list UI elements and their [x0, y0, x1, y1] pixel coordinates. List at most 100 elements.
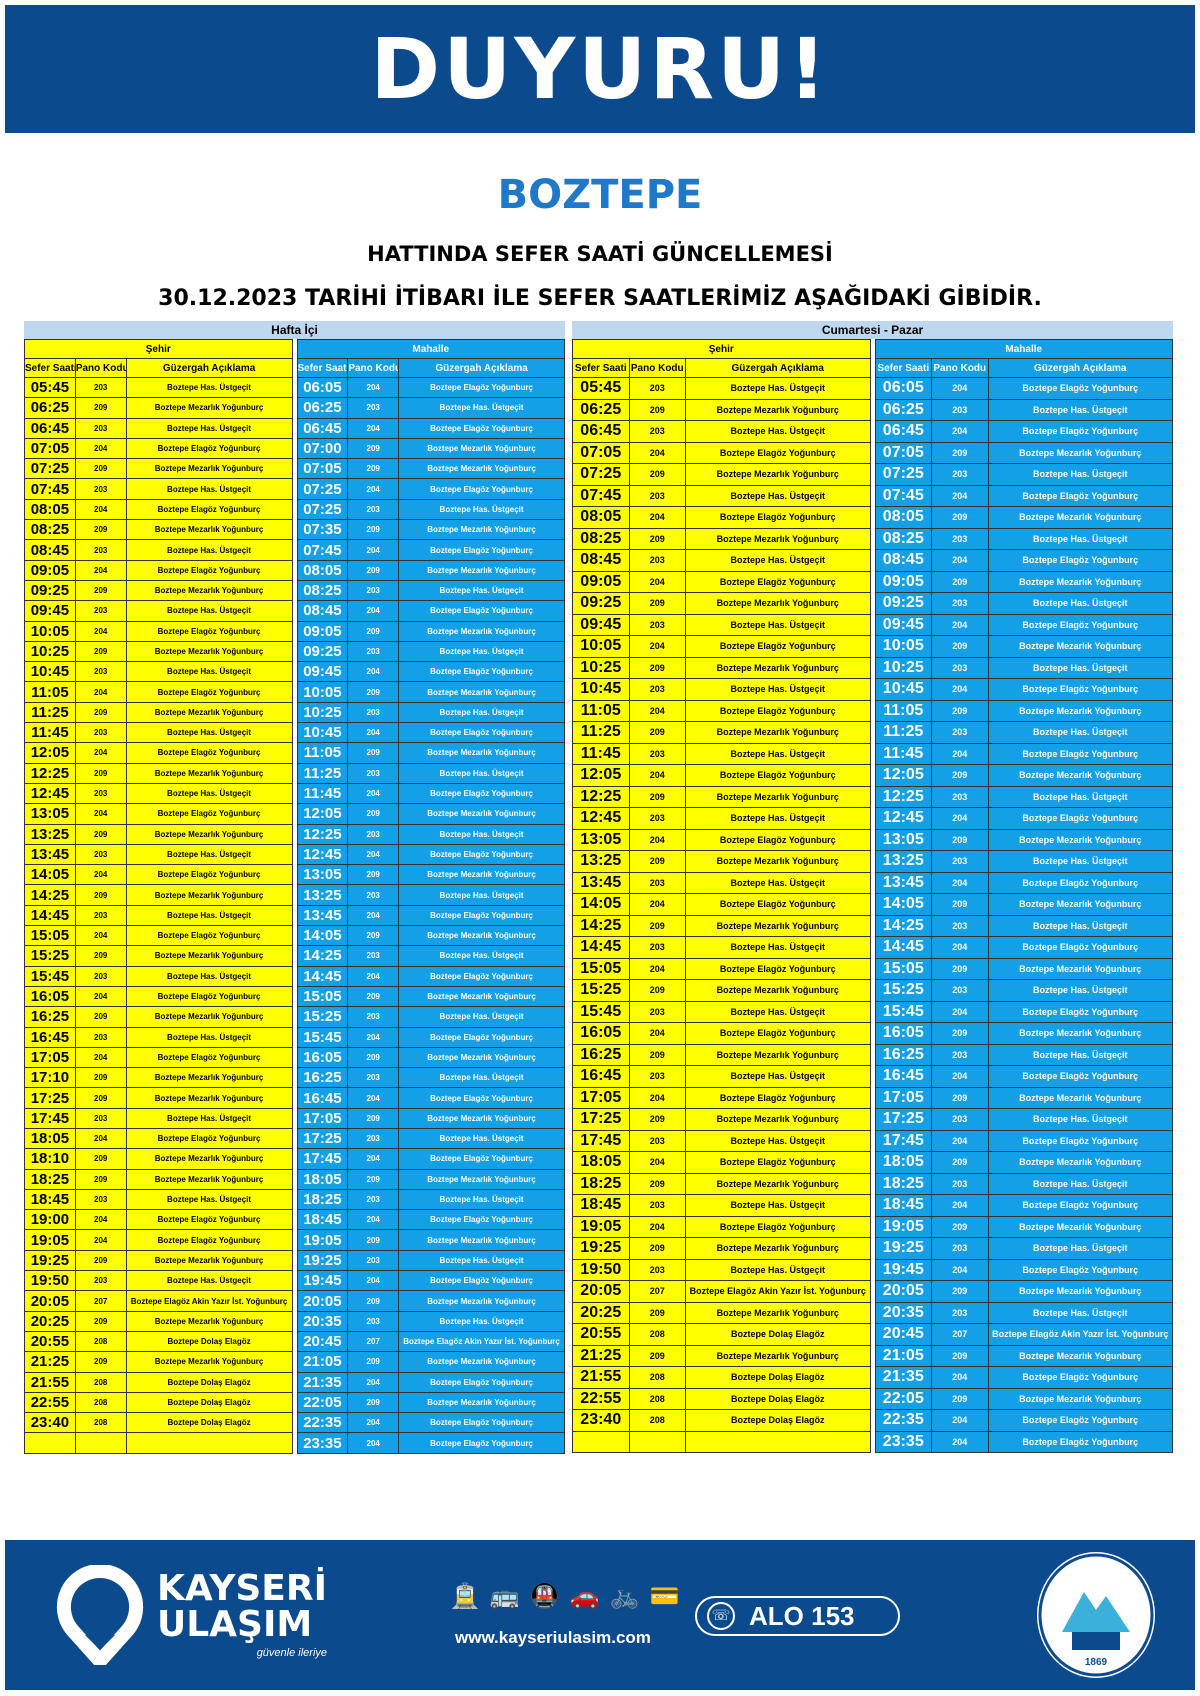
route-code: 209: [74, 397, 127, 419]
route-description: Boztepe Has. Üstgeçit: [685, 1129, 871, 1152]
route-description: Boztepe Elagöz Yoğunburç: [125, 498, 293, 521]
website-link[interactable]: www.kayseriulasim.com: [455, 1628, 651, 1647]
route-code: 203: [628, 1065, 687, 1088]
route-description: Boztepe Has. Üstgeçit: [685, 549, 871, 572]
sehir-header: Şehir: [24, 339, 293, 359]
route-description: Boztepe Mezarlık Yoğunburç: [125, 458, 293, 480]
schedule-row: 17:25 209 Boztepe Mezarlık Yoğunburç: [572, 1108, 871, 1131]
route-code: 203: [347, 640, 400, 663]
departure-time: 13:25: [874, 850, 933, 873]
route-code: 204: [74, 1127, 127, 1150]
departure-time: 09:25: [296, 640, 349, 663]
schedule-row: 11:45 203 Boztepe Has. Üstgeçit: [572, 742, 871, 765]
route-code: 207: [628, 1280, 687, 1303]
route-code: 208: [628, 1409, 687, 1432]
departure-time: 20:45: [296, 1330, 349, 1353]
route-description: Boztepe Has. Üstgeçit: [987, 463, 1174, 486]
schedule-row: 16:25 203 Boztepe Has. Üstgeçit: [296, 1067, 565, 1089]
route-description: Boztepe Elagöz Yoğunburç: [685, 635, 871, 658]
departure-time: 18:05: [874, 1151, 933, 1174]
schedule-row: 12:05 209 Boztepe Mezarlık Yoğunburç: [296, 803, 565, 825]
column-header: Pano Kodu: [74, 358, 127, 378]
route-description: Boztepe Has. Üstgeçit: [987, 656, 1174, 679]
route-description: Boztepe Mezarlık Yoğunburç: [398, 620, 565, 642]
schedule-row: 16:25 209 Boztepe Mezarlık Yoğunburç: [572, 1043, 871, 1066]
sehir-section: Şehir Sefer Saati Pano Kodu Güzergah Açıkla…: [572, 339, 871, 1453]
departure-time: 20:05: [572, 1280, 630, 1303]
route-code: 209: [74, 701, 127, 724]
departure-time: 18:45: [572, 1194, 630, 1217]
schedule-row: 07:25 203 Boztepe Has. Üstgeçit: [874, 463, 1174, 486]
route-description: Boztepe Elagöz Yoğunburç: [398, 539, 565, 561]
route-code: 209: [347, 559, 400, 581]
schedule-row: 17:45 203 Boztepe Has. Üstgeçit: [572, 1129, 871, 1152]
schedule-row: 17:45 203 Boztepe Has. Üstgeçit: [24, 1107, 293, 1129]
schedule-row: 09:45 203 Boztepe Has. Üstgeçit: [24, 600, 293, 622]
schedule-row: 06:05 204 Boztepe Elagöz Yoğunburç: [874, 377, 1174, 400]
departure-time: 22:05: [874, 1387, 933, 1410]
route-code: 209: [74, 1249, 127, 1272]
route-code: 203: [931, 656, 989, 679]
route-code: 209: [347, 1046, 400, 1069]
departure-time: 09:25: [874, 592, 933, 615]
route-code: 203: [931, 850, 989, 873]
departure-time: 20:55: [24, 1330, 76, 1353]
departure-time: 21:35: [874, 1366, 933, 1389]
route-code: [628, 1430, 687, 1453]
route-code: 209: [347, 864, 400, 886]
departure-time: 07:45: [24, 478, 76, 500]
route-code: 204: [347, 478, 400, 500]
route-code: 209: [628, 1344, 687, 1367]
card-payment-icon: 💳: [649, 1583, 680, 1610]
schedule-row: 16:25 203 Boztepe Has. Üstgeçit: [874, 1043, 1174, 1066]
route-code: 203: [628, 420, 687, 443]
schedule-row: 15:45 204 Boztepe Elagöz Yoğunburç: [296, 1026, 565, 1048]
schedule-row: 05:45 203 Boztepe Has. Üstgeçit: [572, 377, 871, 400]
schedule-row: 15:25 209 Boztepe Mezarlık Yoğunburç: [24, 945, 293, 967]
route-description: Boztepe Has. Üstgeçit: [987, 398, 1174, 421]
departure-time: 10:45: [572, 678, 630, 701]
route-description: Boztepe Mezarlık Yoğunburç: [398, 458, 565, 480]
departure-time: 16:05: [24, 985, 76, 1008]
schedule-row: 19:50 203 Boztepe Has. Üstgeçit: [24, 1270, 293, 1292]
schedule-row: 12:05 204 Boztepe Elagöz Yoğunburç: [24, 742, 293, 764]
route-description: Boztepe Mezarlık Yoğunburç: [987, 1344, 1174, 1367]
sehir-section: Şehir Sefer Saati Pano Kodu Güzergah Açıkla…: [24, 339, 293, 1454]
departure-time: 20:25: [572, 1301, 630, 1324]
departure-time: 17:05: [874, 1086, 933, 1109]
schedule-row: 15:45 203 Boztepe Has. Üstgeçit: [24, 965, 293, 987]
departure-time: 14:45: [572, 936, 630, 959]
departure-time: 13:25: [24, 823, 76, 845]
route-description: Boztepe Mezarlık Yoğunburç: [125, 1067, 293, 1089]
route-code: 209: [347, 519, 400, 541]
schedule-row: 17:10 209 Boztepe Mezarlık Yoğunburç: [24, 1067, 293, 1089]
route-description: Boztepe Elagöz Yoğunburç: [398, 843, 565, 866]
route-code: 203: [74, 661, 127, 683]
route-description: Boztepe Mezarlık Yoğunburç: [987, 1022, 1174, 1045]
hotline-badge[interactable]: ☏ ALO 153: [695, 1596, 900, 1636]
departure-time: 19:45: [874, 1258, 933, 1281]
schedule-row: 16:05 209 Boztepe Mezarlık Yoğunburç: [874, 1022, 1174, 1045]
schedule-row: 23:35 204 Boztepe Elagöz Yoğunburç: [874, 1430, 1174, 1453]
departure-time: 08:25: [24, 519, 76, 541]
schedule-row: 11:45 203 Boztepe Has. Üstgeçit: [24, 722, 293, 744]
route-code: 203: [74, 782, 127, 805]
route-description: Boztepe Mezarlık Yoğunburç: [987, 1151, 1174, 1174]
schedule-row: 10:25 209 Boztepe Mezarlık Yoğunburç: [572, 656, 871, 679]
route-code: 203: [74, 1188, 127, 1211]
schedule-row: 12:45 203 Boztepe Has. Üstgeçit: [572, 807, 871, 830]
schedule-row: 10:25 203 Boztepe Has. Üstgeçit: [874, 656, 1174, 679]
route-description: Boztepe Mezarlık Yoğunburç: [125, 762, 293, 784]
schedule-row: 22:55 208 Boztepe Dolaş Elagöz: [24, 1391, 293, 1414]
departure-time: 15:45: [296, 1026, 349, 1048]
period-header: Hafta İçi: [24, 321, 565, 339]
schedule-row: 16:45 203 Boztepe Has. Üstgeçit: [572, 1065, 871, 1088]
route-description: Boztepe Has. Üstgeçit: [685, 484, 871, 507]
departure-time: 14:25: [24, 884, 76, 906]
departure-time: 08:45: [572, 549, 630, 572]
route-code: 203: [931, 527, 989, 550]
route-code: 204: [628, 699, 687, 722]
schedule-row: 16:45 204 Boztepe Elagöz Yoğunburç: [874, 1065, 1174, 1088]
schedule-row: 23:40 208 Boztepe Dolaş Elagöz: [24, 1412, 293, 1434]
route-code: 203: [347, 397, 400, 419]
